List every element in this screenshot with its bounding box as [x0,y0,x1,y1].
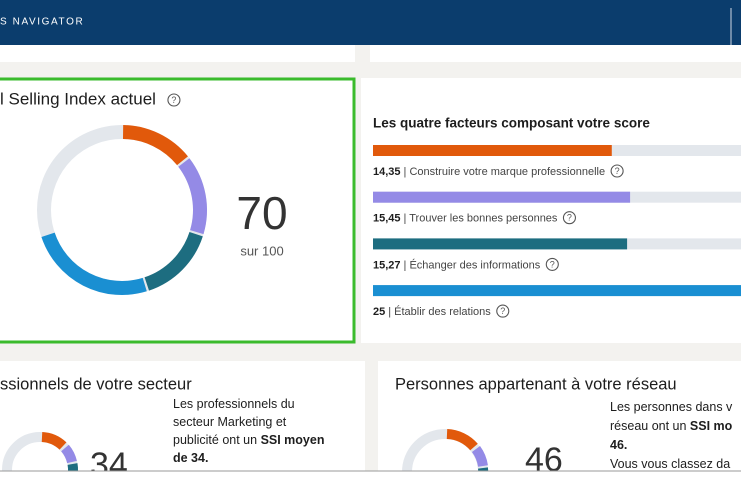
help-icon-glyph: ? [550,259,555,269]
ssi-card [0,77,356,344]
bottom-mask [0,471,741,486]
help-icon [167,93,181,107]
factor-bar [373,238,628,250]
factor-name: | Établir des relations [388,305,491,318]
factor-value: 25 [373,306,385,318]
bold-text: SSI moyen [261,433,325,447]
help-icon-glyph: ? [615,166,620,176]
ssi-total: sur 100 [240,243,283,258]
help-icon [496,304,510,318]
factor-label: 15,45 | Trouver les bonnes personnes [373,213,558,225]
body-text: Les professionnels du [173,397,295,411]
bold-text: SSI mo [690,419,733,433]
factor-value: 14,35 [373,166,401,178]
help-icon [562,211,576,225]
card [0,45,355,62]
factor-bar [373,145,612,156]
help-icon-glyph: ? [171,95,176,105]
factor-name: | Trouver les bonnes personnes [404,213,558,225]
help-icon [610,164,624,178]
paragraph-line: Les professionnels du [173,397,295,411]
paragraph-line: 46. [610,438,627,452]
donut-segment [178,158,207,235]
body-text: Vous vous classez da [610,457,730,471]
body-text: secteur Marketing et [173,415,287,429]
body-text: Les personnes dans v [610,400,733,414]
paragraph-line: publicité ont un SSI moyen [173,433,324,447]
donut-segment [144,231,203,291]
factor-value: 15,45 [373,213,401,225]
factor-name: | Construire votre marque professionnell… [404,166,606,178]
industry-title: ssionnels de votre secteur [0,375,192,393]
factor-bar [373,285,741,297]
factors-title: Les quatre facteurs composant votre scor… [373,116,650,131]
body-text: publicité ont un [173,433,261,447]
body-text: réseau ont un [610,419,690,433]
factor-name: | Échanger des informations [404,258,541,271]
paragraph-line: Les personnes dans v [610,400,733,414]
factor-label: 15,27 | Échanger des informations [373,258,541,271]
industry-card [0,361,365,481]
paragraph-line: réseau ont un SSI mo [610,419,733,433]
bold-text: de 34. [173,451,208,465]
factor-value: 15,27 [373,259,401,271]
factor-label: 25 | Établir des relations [373,305,491,318]
donut-segment [122,125,188,166]
help-icon [545,257,559,271]
donut-segment [41,232,147,295]
card [370,45,741,62]
ssi-score: 70 [236,187,287,239]
ssi-title: l Selling Index actuel [0,89,156,108]
factor-bar [373,191,631,203]
paragraph-line: de 34. [173,451,208,465]
bold-text: 46. [610,438,627,452]
paragraph-line: secteur Marketing et [173,415,287,429]
network-card [378,361,741,481]
factor-label: 14,35 | Construire votre marque professio… [373,166,605,178]
paragraph-line: Vous vous classez da [610,457,730,471]
help-icon-glyph: ? [567,213,572,223]
help-icon-glyph: ? [500,306,505,316]
top-bar [0,0,741,45]
network-title: Personnes appartenant à votre réseau [395,375,677,393]
factors-card [361,78,741,343]
app-title: S NAVIGATOR [0,17,84,28]
